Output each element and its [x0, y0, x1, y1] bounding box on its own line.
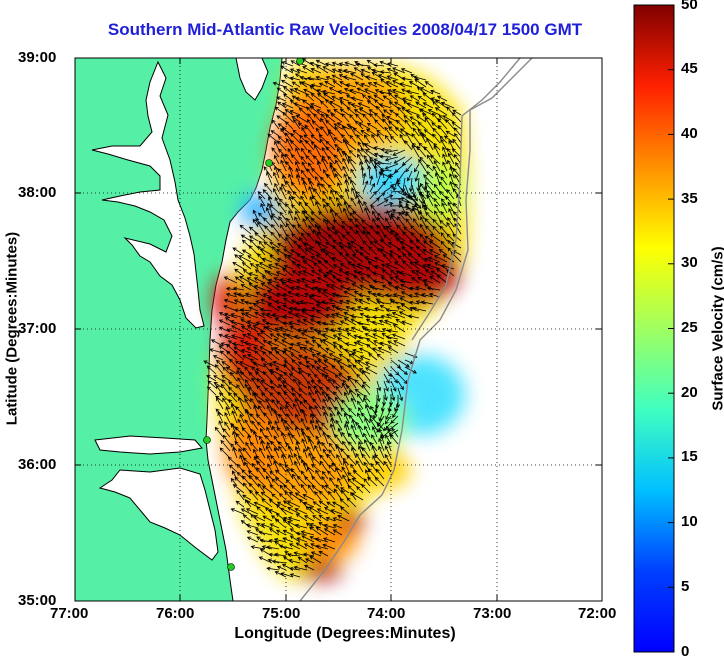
colorbar-tick-label: 30 — [681, 254, 698, 271]
x-tick-label: 74:00 — [367, 605, 405, 622]
colorbar-tick-label: 15 — [681, 448, 698, 465]
x-tick-label: 76:00 — [156, 605, 194, 622]
radar-site — [204, 437, 211, 444]
colorbar-tick-label: 40 — [681, 125, 698, 142]
radar-site — [228, 564, 235, 571]
x-tick-label: 77:00 — [50, 605, 88, 622]
y-tick-label: 38:00 — [18, 184, 56, 201]
y-axis-label: Latitude (Degrees:Minutes) — [4, 219, 21, 439]
x-axis-label: Longitude (Degrees:Minutes) — [180, 625, 510, 643]
radar-site — [297, 58, 304, 65]
colorbar-tick-label: 35 — [681, 190, 698, 207]
radar-site — [266, 160, 273, 167]
colorbar-tick-label: 50 — [681, 0, 698, 13]
colorbar-label: Surface Velocity (cm/s) — [710, 219, 724, 439]
x-tick-label: 73:00 — [473, 605, 511, 622]
colorbar-tick-label: 0 — [681, 643, 689, 660]
y-tick-label: 36:00 — [18, 456, 56, 473]
colorbar-tick-label: 5 — [681, 578, 689, 595]
x-tick-label: 75:00 — [262, 605, 300, 622]
colorbar-tick-label: 10 — [681, 513, 698, 530]
y-tick-label: 39:00 — [18, 49, 56, 66]
colorbar-tick-label: 20 — [681, 384, 698, 401]
y-tick-label: 37:00 — [18, 320, 56, 337]
colorbar-tick-label: 45 — [681, 60, 698, 77]
x-tick-label: 72:00 — [578, 605, 616, 622]
colorbar-tick-label: 25 — [681, 319, 698, 336]
